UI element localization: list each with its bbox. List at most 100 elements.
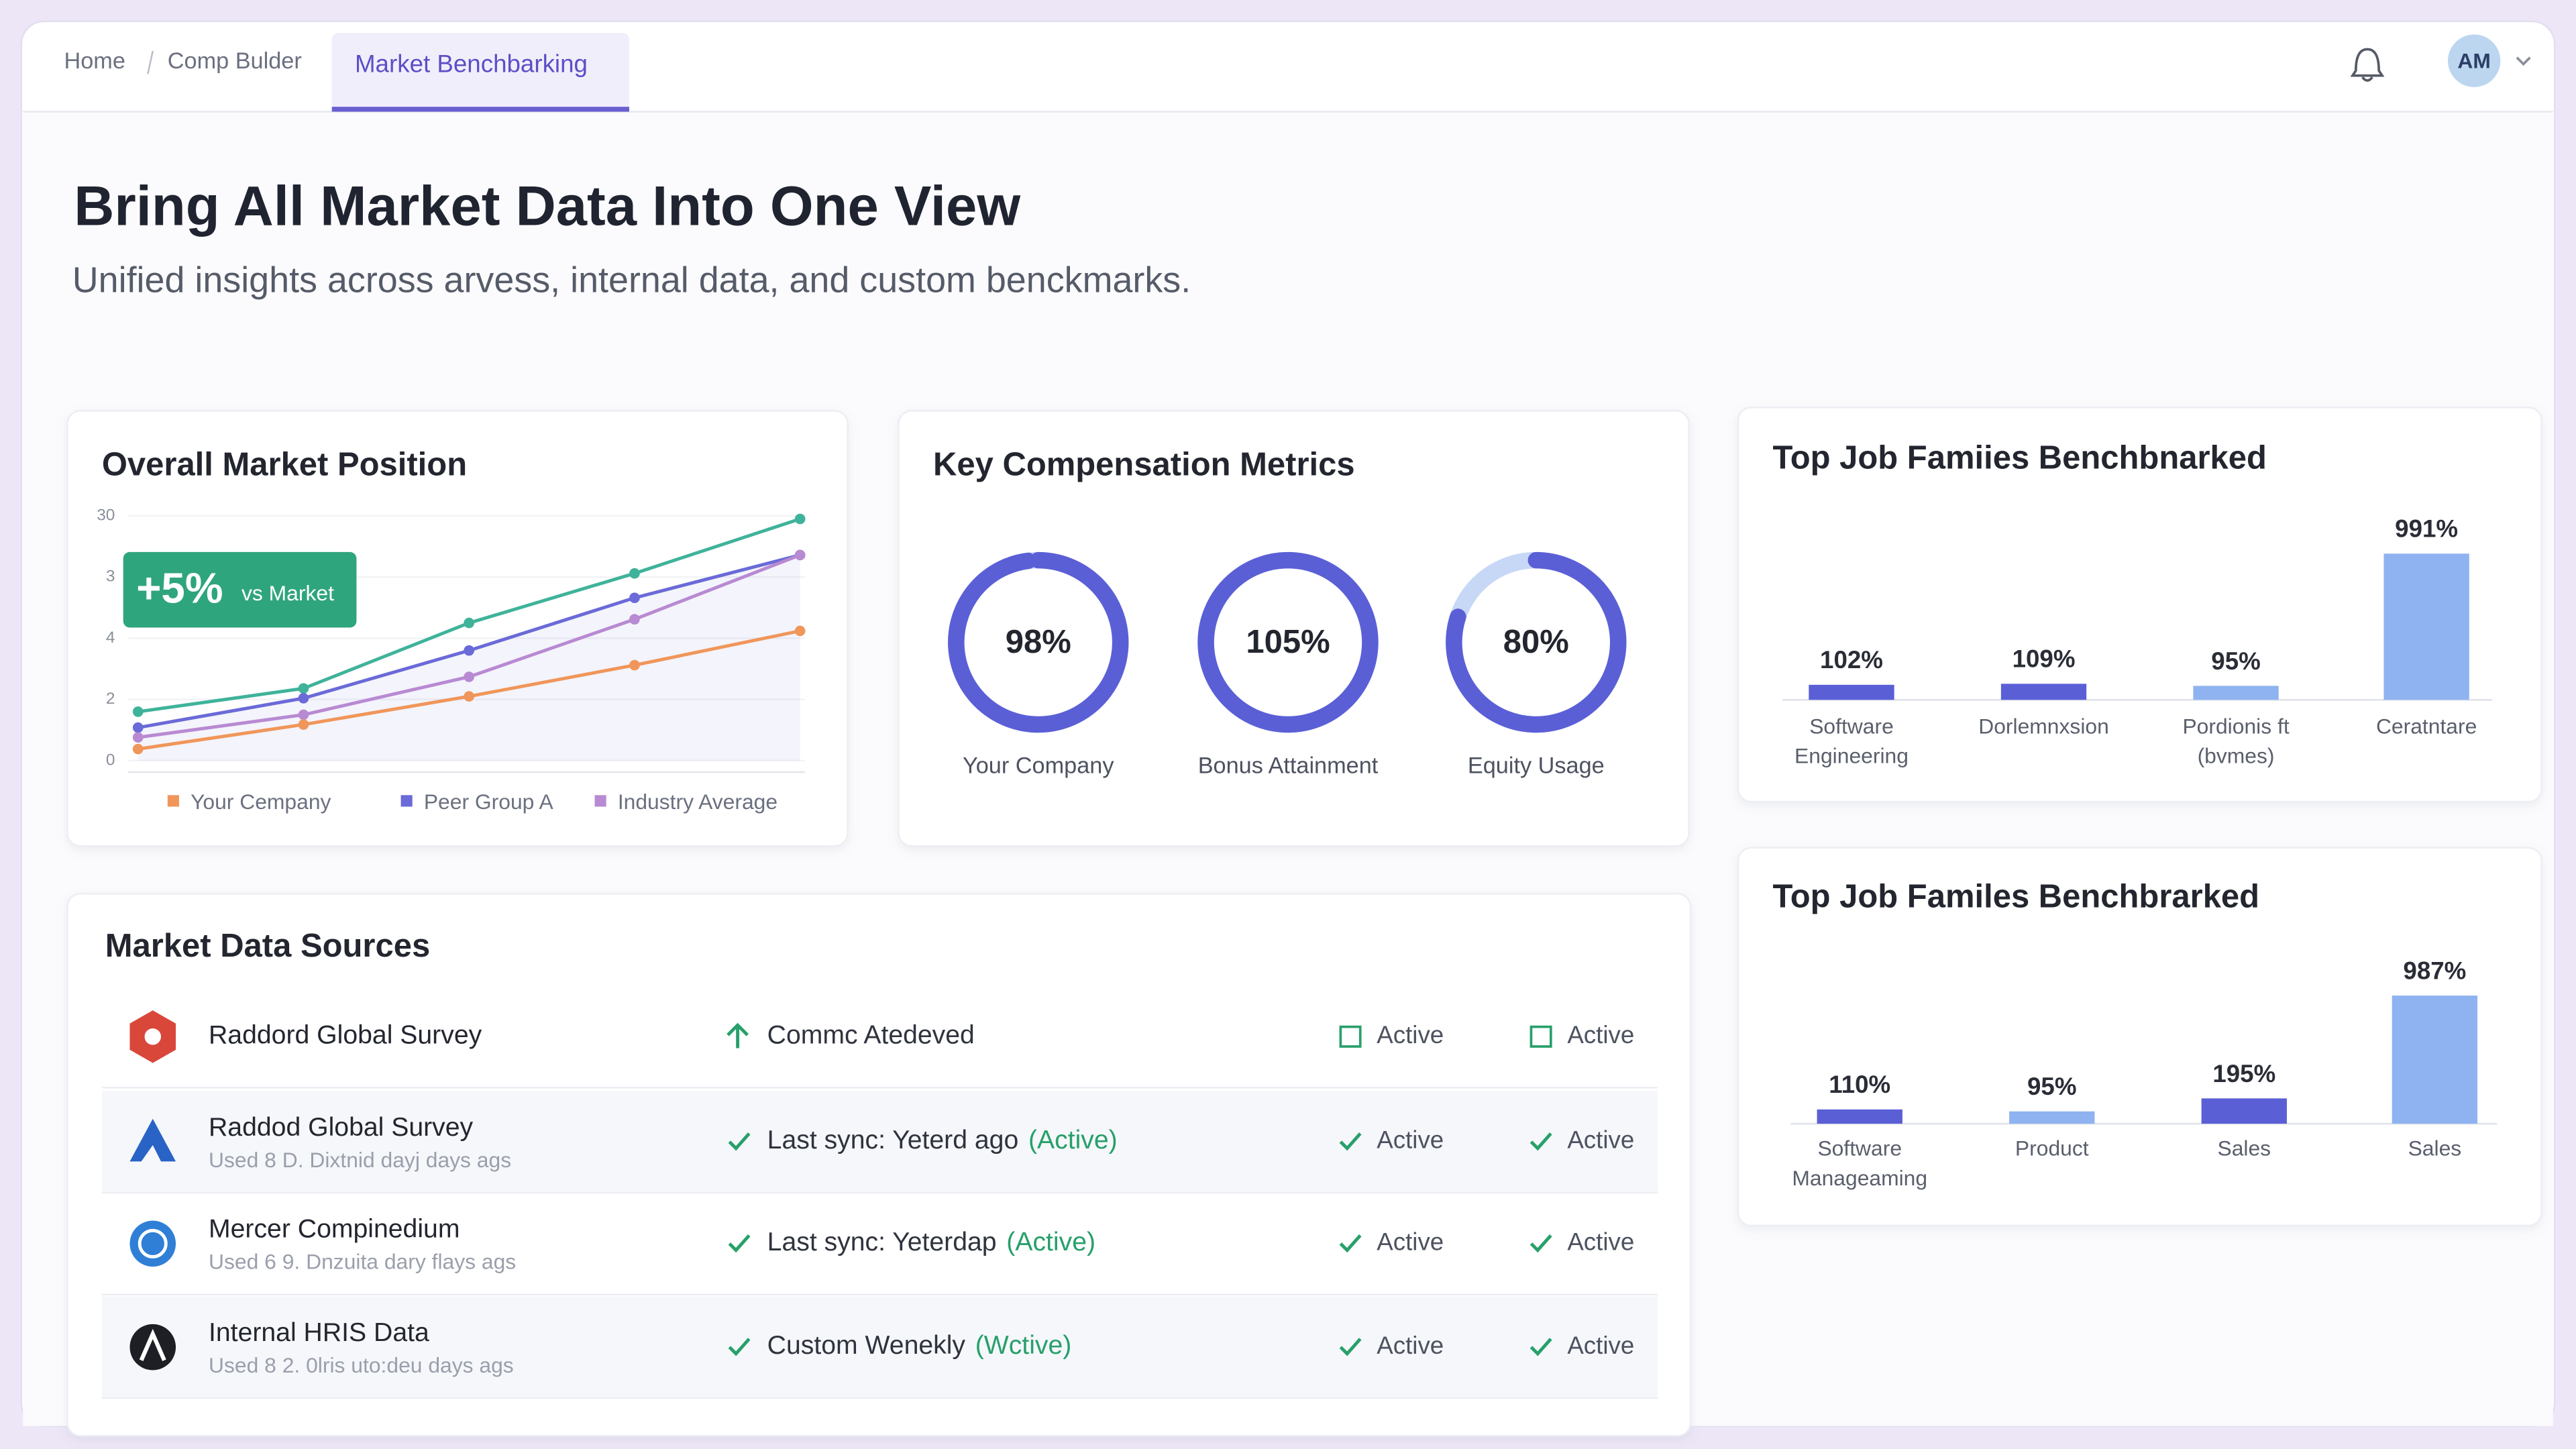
line-point — [629, 592, 640, 604]
line-point — [629, 659, 640, 671]
line-point — [298, 683, 309, 694]
column-status: Active — [1377, 1126, 1444, 1154]
line-point — [132, 732, 144, 743]
source-icon — [129, 1118, 176, 1162]
card-title: Top Job Familes Benchbrarked — [1772, 879, 2259, 915]
line-point — [629, 568, 640, 579]
status-note: (Wctive) — [975, 1332, 1072, 1360]
status-note: (Active) — [1028, 1126, 1118, 1155]
bar-value-label: 110% — [1829, 1071, 1890, 1098]
legend-swatch — [594, 795, 606, 807]
donut-arc — [948, 551, 1129, 733]
status-label: Custom Wenekly — [767, 1332, 966, 1360]
active-tab-bg[interactable] — [331, 32, 629, 112]
source-detail: Used 8 D. Dixtnid dayj days ags — [209, 1148, 511, 1172]
bar-category: Sales — [2408, 1136, 2462, 1161]
avatar[interactable] — [2447, 34, 2501, 87]
line-point — [629, 614, 640, 625]
check-icon — [1529, 1338, 1552, 1356]
y-tick-label: 0 — [106, 751, 115, 769]
column-status: Active — [1377, 1228, 1444, 1256]
line-point — [298, 709, 309, 720]
card — [1737, 407, 2542, 803]
source-icon-mark — [144, 1028, 161, 1045]
breadcrumb[interactable]: Home — [64, 48, 125, 74]
bar — [1809, 684, 1894, 700]
donut-value: 80% — [1503, 624, 1569, 660]
line-point — [794, 549, 806, 561]
avatar-initials: AM — [2457, 48, 2491, 72]
bar-value-label: 95% — [2211, 647, 2261, 675]
bar — [2383, 553, 2469, 700]
check-icon — [1339, 1338, 1362, 1356]
line-point — [794, 513, 806, 525]
source-name: Mercer Compinedium — [209, 1215, 460, 1244]
checkbox[interactable] — [1339, 1025, 1362, 1048]
donut-label: Your Company — [963, 753, 1114, 779]
bar-value-label: 987% — [2403, 957, 2466, 984]
donut-arc — [1197, 551, 1379, 733]
card-title: Key Compensation Metrics — [933, 446, 1355, 482]
source-name: Internal HRIS Data — [209, 1318, 429, 1347]
bar-category: Manageaming — [1792, 1166, 1927, 1190]
bar-category: Engineering — [1794, 743, 1909, 767]
bar-value-label: 95% — [2027, 1073, 2076, 1100]
page-subtitle: Unified insights across arvess, internal… — [72, 260, 1191, 300]
column-status: Active — [1377, 1332, 1444, 1359]
check-icon — [1529, 1132, 1552, 1151]
check-icon — [728, 1132, 751, 1151]
bar — [2392, 996, 2478, 1124]
card-title: Overall Market Position — [102, 446, 467, 482]
bar-category: (bvmes) — [2198, 743, 2275, 767]
check-icon — [728, 1338, 751, 1356]
bar — [2193, 686, 2279, 700]
area-shade — [138, 555, 800, 761]
bar-category: Sales — [2217, 1136, 2271, 1161]
line-point — [464, 672, 475, 682]
source-name: Raddord Global Survey — [209, 1021, 482, 1050]
line-point — [464, 645, 475, 656]
bar — [1817, 1109, 1902, 1124]
card — [898, 410, 1690, 847]
bar-category: Pordionis ft — [2182, 714, 2289, 738]
line-point — [298, 719, 309, 730]
status-arrow — [727, 1022, 749, 1049]
status-label: Last sync: Yeterdap — [767, 1228, 997, 1256]
source-detail: Used 6 9. Dnzuita dary flays ags — [209, 1250, 516, 1274]
row-bg — [101, 1296, 1658, 1399]
column-status: Active — [1567, 1332, 1634, 1359]
status-label: Commc Atedeved — [767, 1021, 975, 1050]
status-note: (Active) — [1006, 1228, 1095, 1256]
legend-swatch — [167, 795, 179, 807]
bar-category: Software — [1817, 1136, 1902, 1161]
y-tick-label: 3 — [106, 568, 115, 586]
bell-icon[interactable] — [2350, 48, 2385, 82]
row-bg — [101, 1091, 1658, 1193]
status-text: Custom Wenekly (Wctive) — [767, 1332, 1072, 1360]
source-icon-mark — [138, 1228, 168, 1258]
bar-value-label: 102% — [1820, 646, 1883, 674]
donut-value: 98% — [1006, 624, 1071, 660]
avatar-chevron[interactable] — [2516, 56, 2531, 66]
status-text: Last sync: Yeterdap (Active) — [767, 1228, 1095, 1256]
donut-value: 105% — [1246, 624, 1330, 660]
donut-label: Bonus Attainment — [1198, 753, 1379, 779]
line-point — [298, 692, 309, 704]
breadcrumb[interactable]: Comp Bulder — [168, 48, 302, 74]
line-point — [464, 617, 475, 629]
line-point — [132, 743, 144, 755]
y-tick-label: 4 — [106, 629, 115, 647]
bar-value-label: 195% — [2212, 1060, 2275, 1087]
status-text: Commc Atedeved — [767, 1021, 975, 1050]
bar-category: Software — [1809, 714, 1894, 738]
column-status: Active — [1567, 1021, 1634, 1049]
active-tab[interactable]: Market Benchbarking — [355, 50, 588, 78]
checkbox[interactable] — [1529, 1025, 1552, 1048]
line-point — [794, 625, 806, 637]
card-title: Market Data Sources — [105, 928, 430, 964]
line-point — [464, 691, 475, 702]
check-icon — [1339, 1132, 1362, 1151]
donut-label: Equity Usage — [1468, 753, 1605, 779]
